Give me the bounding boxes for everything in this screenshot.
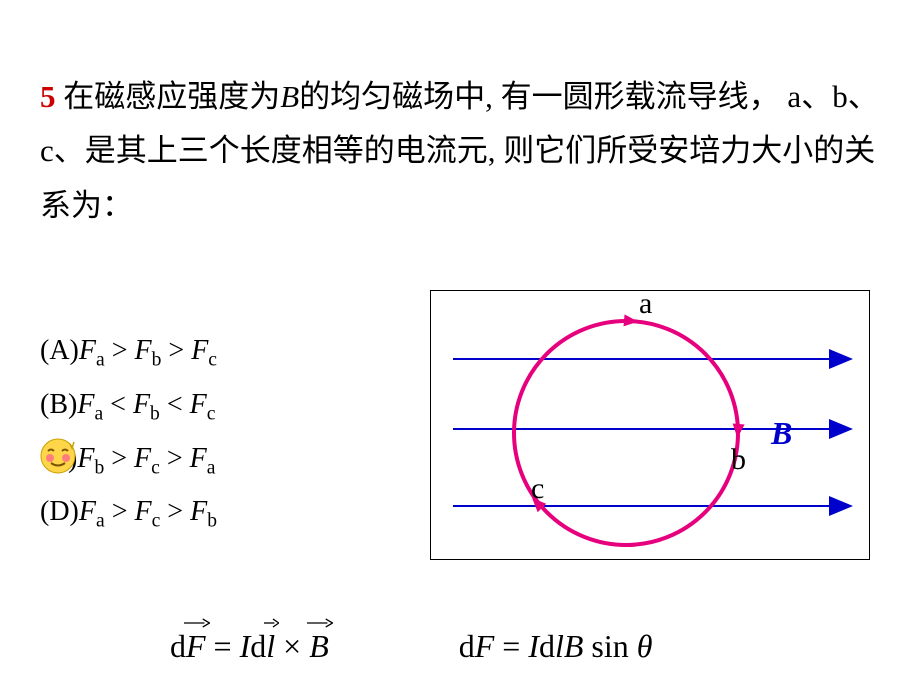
question-part1: 在磁感应强度为 (56, 79, 281, 114)
options-list: (A)Fa > Fb > Fc (B)Fa < Fb < Fc (C)Fb > … (40, 325, 217, 540)
label-B: B (770, 415, 792, 451)
label-b: b (731, 443, 746, 476)
formula-scalar: dF = IdlB sin θ (459, 628, 653, 665)
question-var-B: B (280, 79, 299, 114)
option-B: (B)Fa < Fb < Fc (40, 379, 217, 433)
formula-row: dF = Idl × B dF = IdlB sin θ (170, 628, 860, 665)
current-loop (514, 321, 738, 545)
thinking-emoji-icon (38, 436, 78, 476)
label-a: a (639, 291, 652, 320)
option-C-relation: Fb > Fc > Fa (77, 443, 215, 474)
option-A: (A)Fa > Fb > Fc (40, 325, 217, 379)
question-number: 5 (40, 79, 56, 114)
option-A-prefix: (A) (40, 335, 79, 366)
current-arrow-b (731, 424, 744, 439)
current-arrow-a (624, 314, 639, 327)
label-c: c (531, 472, 544, 505)
formula-vector: dF = Idl × B (170, 628, 329, 665)
option-D-relation: Fa > Fc > Fb (79, 496, 217, 527)
option-B-relation: Fa < Fb < Fc (77, 389, 215, 420)
option-A-relation: Fa > Fb > Fc (79, 335, 217, 366)
question-text: 5 在磁感应强度为B的均匀磁场中, 有一圆形载流导线， a、b、c、是其上三个长… (0, 0, 920, 233)
option-D-prefix: (D) (40, 496, 79, 527)
option-B-prefix: (B) (40, 389, 77, 420)
option-C: (C)Fb > Fc > Fa (40, 433, 217, 487)
option-D: (D)Fa > Fc > Fb (40, 486, 217, 540)
physics-diagram: a b c B (430, 290, 870, 560)
